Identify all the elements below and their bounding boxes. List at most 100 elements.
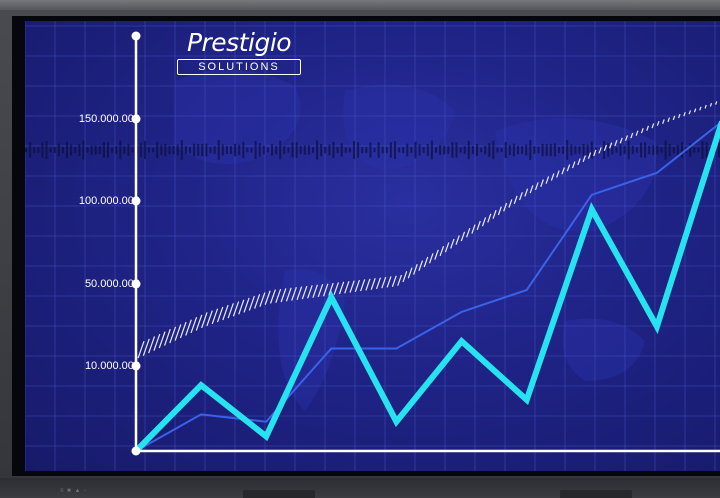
waveform-bar xyxy=(574,145,577,155)
trend-hatch-mark xyxy=(614,140,618,146)
waveform-bar xyxy=(340,143,343,157)
trend-hatch-mark xyxy=(550,173,555,181)
map-region xyxy=(343,84,455,171)
trend-hatch-mark xyxy=(646,125,650,131)
trend-hatch-mark xyxy=(662,119,665,125)
waveform-bar xyxy=(320,143,323,157)
trend-hatch-mark xyxy=(540,179,544,188)
waveform-bar xyxy=(61,146,64,154)
waveform-bar xyxy=(611,145,614,155)
trend-hatch-mark xyxy=(471,224,476,234)
waveform-bar xyxy=(107,142,109,158)
waveform-bar xyxy=(488,143,491,157)
trend-hatch-mark xyxy=(439,245,445,257)
waveform-bar xyxy=(152,147,155,153)
y-axis-tick-dot xyxy=(131,196,141,206)
waveform-bar xyxy=(307,145,310,155)
waveform-bar xyxy=(180,140,183,160)
waveform-bar xyxy=(668,143,671,157)
waveform-bar xyxy=(467,140,470,160)
waveform-bar xyxy=(447,146,450,154)
map-region xyxy=(175,69,301,164)
y-axis-tick-dot xyxy=(131,446,141,456)
waveform-bar xyxy=(164,143,167,157)
y-tick-label: 150.000.000 xyxy=(78,113,140,125)
waveform-bar xyxy=(262,145,265,155)
trend-hatch-mark xyxy=(254,294,261,309)
waveform-bar xyxy=(57,143,60,157)
trend-hatch-mark xyxy=(269,289,276,304)
trend-hatch-mark xyxy=(206,310,213,327)
waveform-bar xyxy=(553,143,556,157)
waveform-bar xyxy=(717,142,720,158)
waveform-bar xyxy=(357,142,360,158)
waveform-bar xyxy=(512,143,515,157)
trend-hatch-mark xyxy=(344,281,350,294)
waveform-bar xyxy=(279,140,282,160)
waveform-bar xyxy=(41,142,44,158)
trend-hatch-mark xyxy=(444,242,450,253)
trend-hatch-mark xyxy=(280,288,287,303)
trend-hatch-mark xyxy=(545,176,550,184)
waveform-bar xyxy=(209,146,212,154)
waveform-bar xyxy=(635,147,638,153)
trend-hatch-mark xyxy=(561,167,565,175)
waveform-bar xyxy=(291,142,294,158)
trend-hatch-mark xyxy=(455,235,460,245)
trend-hatch-mark xyxy=(402,271,408,283)
y-axis-tick-dot xyxy=(131,361,141,371)
waveform-bar xyxy=(66,141,68,159)
waveform-bar xyxy=(459,147,462,153)
waveform-bar xyxy=(627,140,630,160)
trend-hatch-mark xyxy=(163,329,171,346)
trend-hatch-mark xyxy=(667,117,671,123)
waveform-bar xyxy=(660,147,663,153)
trend-hatch-mark xyxy=(375,277,382,290)
waveform-bar xyxy=(90,145,93,155)
waveform-bar xyxy=(127,144,130,156)
waveform-bar xyxy=(119,140,122,160)
waveform-bar xyxy=(328,144,331,156)
trend-hatch-mark xyxy=(704,104,707,109)
waveform-bar xyxy=(37,146,40,154)
waveform-bar xyxy=(607,143,610,157)
bottom-tab xyxy=(243,490,315,498)
waveform-bar xyxy=(70,144,73,156)
waveform-bar xyxy=(578,146,581,154)
trend-hatch-mark xyxy=(201,312,208,329)
waveform-bar xyxy=(33,146,36,154)
waveform-bar xyxy=(143,140,146,160)
trend-hatch-mark xyxy=(232,301,240,317)
trend-hatch-mark xyxy=(418,260,424,271)
waveform-bar xyxy=(394,141,396,159)
trend-hatch-mark xyxy=(391,275,397,287)
trend-hatch-mark xyxy=(407,267,413,279)
waveform-bar xyxy=(517,145,519,155)
waveform-band xyxy=(25,140,720,160)
chart-canvas xyxy=(25,21,720,471)
waveform-bar xyxy=(443,145,446,155)
waveform-bar xyxy=(78,144,81,156)
trend-hatch-mark xyxy=(556,170,560,178)
trend-hatch-mark xyxy=(158,331,166,349)
trend-hatch-mark xyxy=(413,263,418,275)
waveform-bar xyxy=(369,142,372,158)
trend-hatch-mark xyxy=(365,278,371,291)
waveform-bar xyxy=(230,146,232,154)
waveform-bar xyxy=(676,144,679,156)
waveform-bar xyxy=(53,147,56,153)
waveform-bar xyxy=(426,144,429,156)
trend-hatch-mark xyxy=(534,182,539,191)
waveform-bar xyxy=(389,142,392,158)
waveform-bar xyxy=(94,145,97,155)
trend-hatch-mark xyxy=(693,108,697,113)
waveform-bar xyxy=(529,140,532,160)
waveform-bar xyxy=(148,147,150,153)
waveform-bar xyxy=(271,144,273,156)
trend-hatch-mark xyxy=(524,188,529,197)
waveform-bar xyxy=(615,147,618,153)
trend-hatch-mark xyxy=(190,317,198,334)
trend-hatch-mark xyxy=(598,147,602,154)
trend-hatch-mark xyxy=(677,113,681,119)
trend-hatch-mark xyxy=(566,164,571,172)
